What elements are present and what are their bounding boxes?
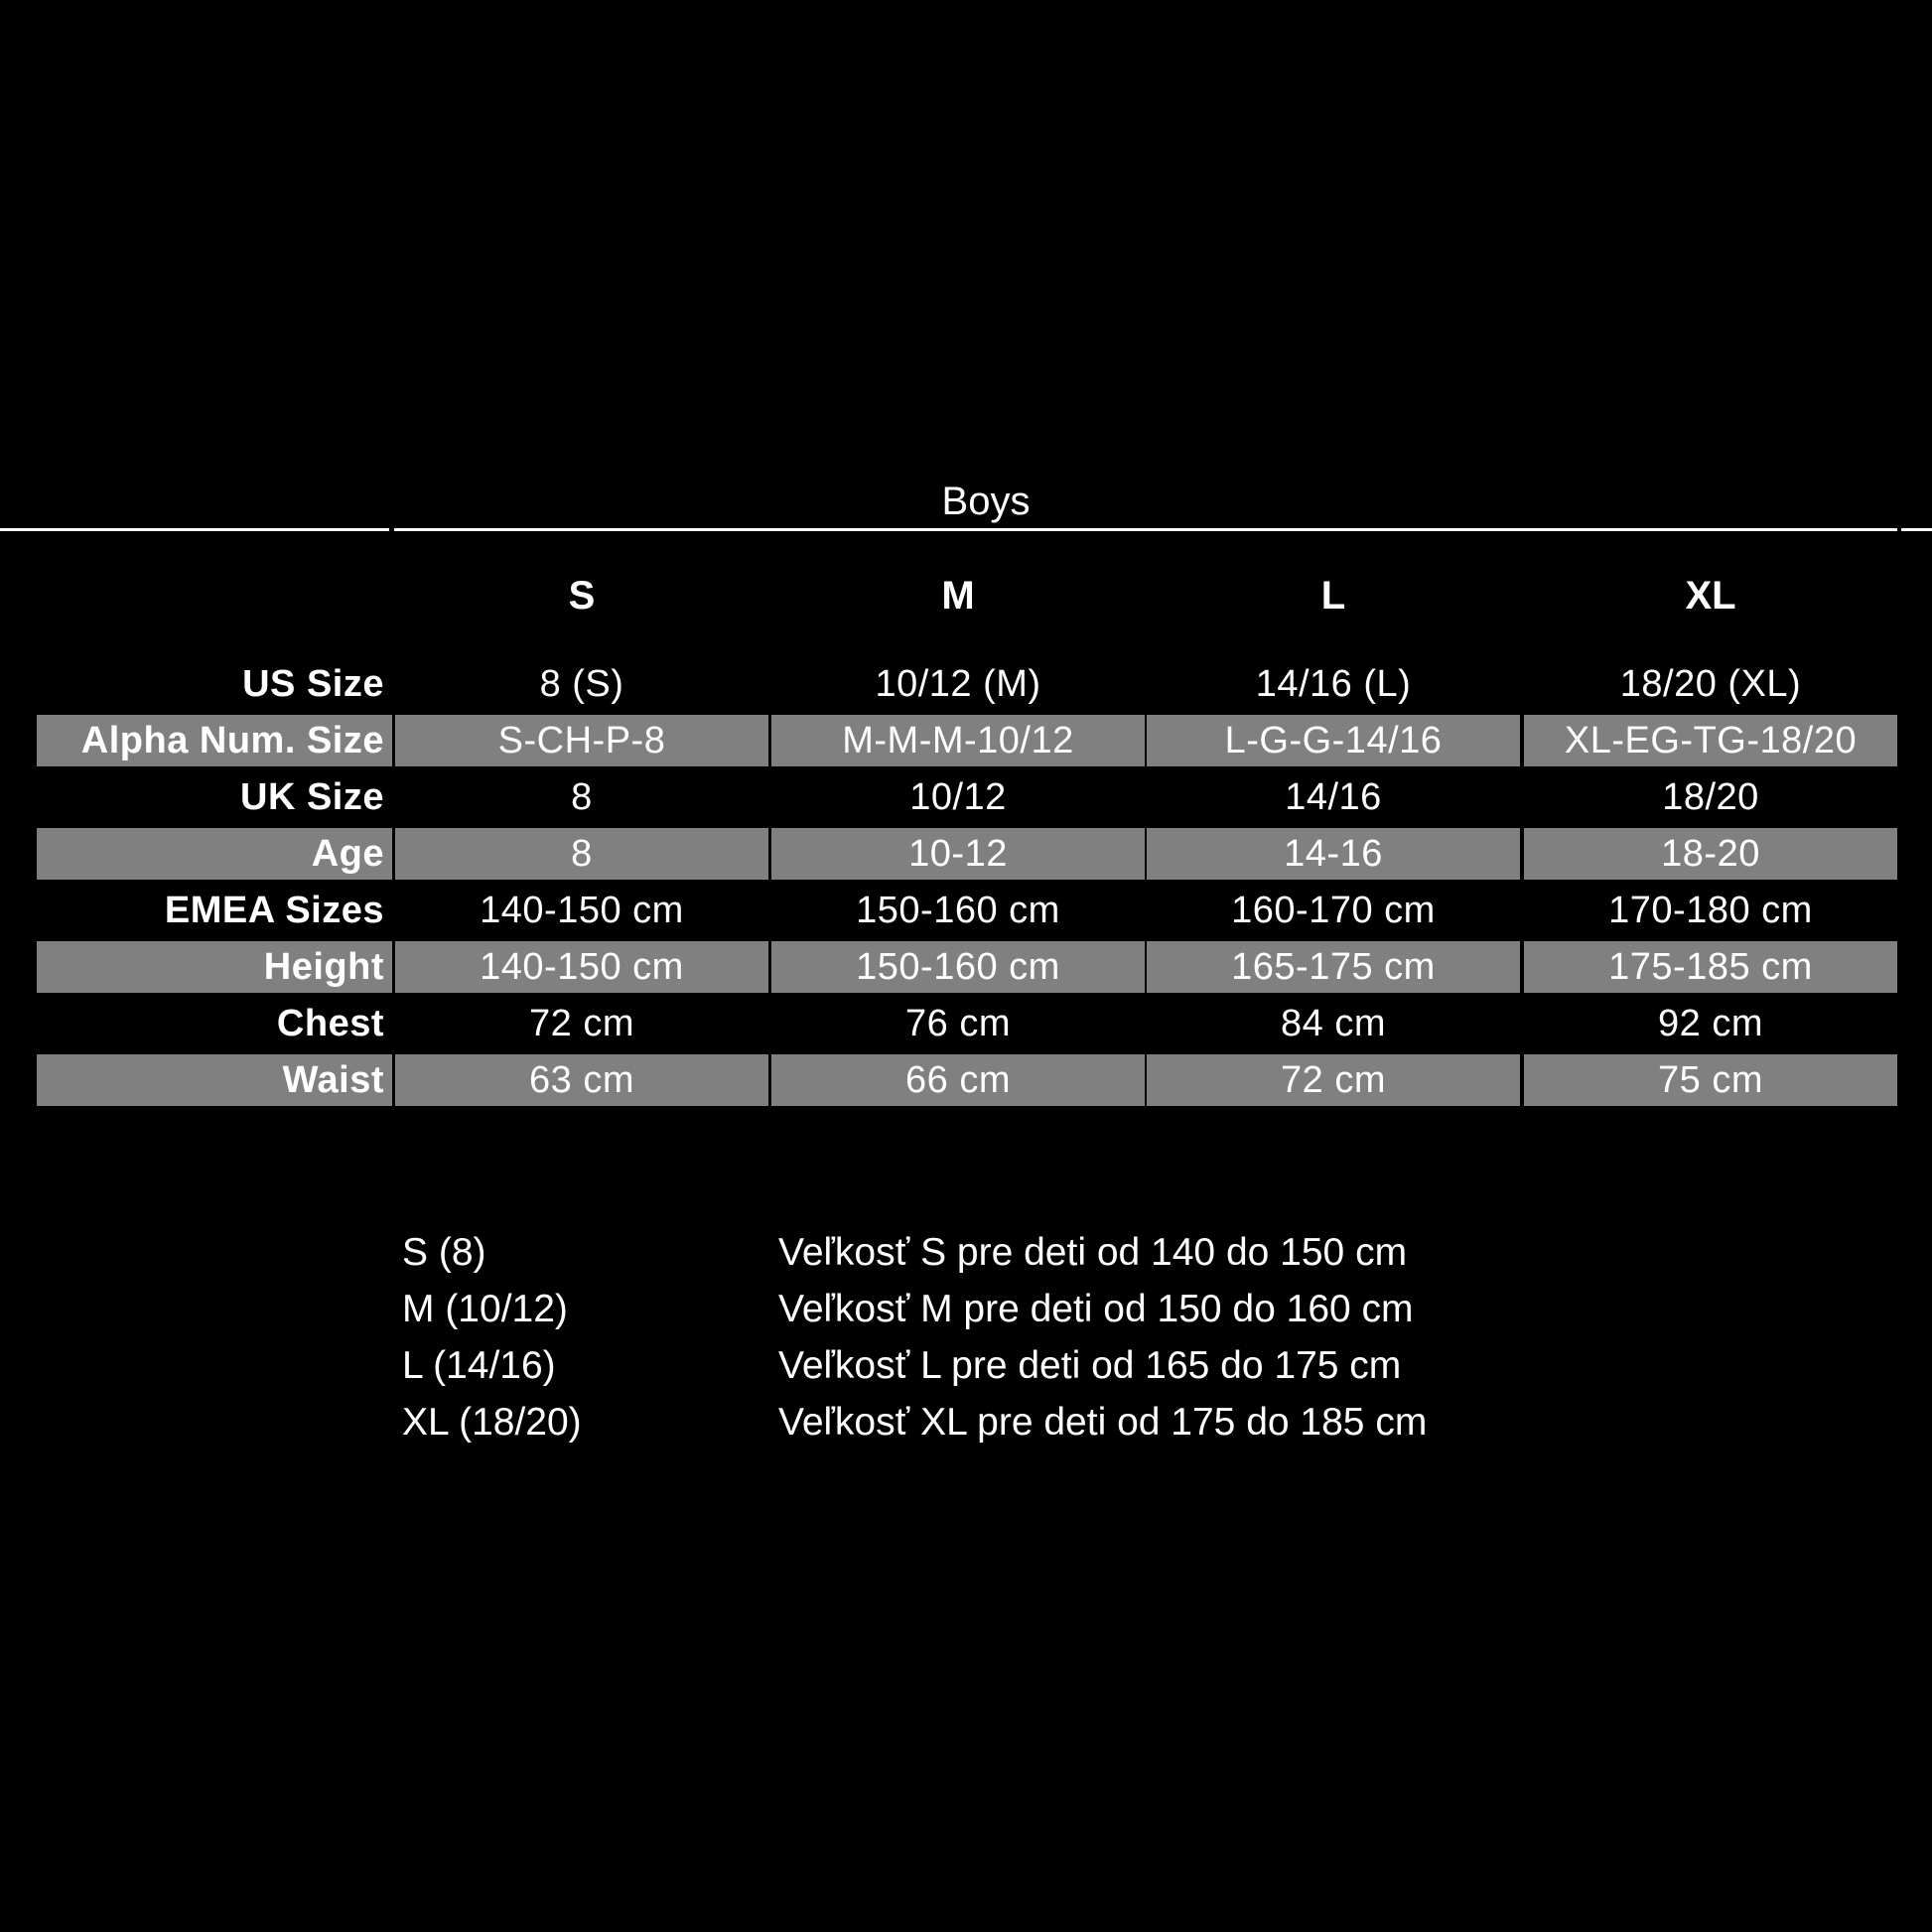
table-cell: 10/12 [909, 776, 1007, 818]
row-label: EMEA Sizes [164, 890, 384, 931]
table-cell: 18/20 [1662, 776, 1759, 818]
table-cell: 165-175 cm [1147, 941, 1520, 993]
row-label: Age [37, 828, 392, 880]
table-cell: 140-150 cm [480, 890, 684, 931]
legend-size: M (10/12) [402, 1288, 568, 1330]
chart-title: Boys [941, 480, 1031, 523]
table-cell: 8 [571, 776, 593, 818]
table-cell: 76 cm [905, 1003, 1011, 1044]
row-label: US Size [242, 663, 384, 705]
table-cell: 140-150 cm [395, 941, 768, 993]
legend-size: XL (18/20) [402, 1401, 582, 1444]
legend-description: Veľkosť S pre deti od 140 do 150 cm [778, 1231, 1408, 1274]
table-cell: 175-185 cm [1524, 941, 1897, 993]
table-cell: 84 cm [1281, 1003, 1386, 1044]
table-cell: XL-EG-TG-18/20 [1524, 715, 1897, 766]
divider-line [0, 528, 389, 531]
table-cell: 10-12 [771, 828, 1145, 880]
legend-description: Veľkosť XL pre deti od 175 do 185 cm [778, 1401, 1428, 1444]
legend-description: Veľkosť M pre deti od 150 do 160 cm [778, 1288, 1414, 1330]
row-label: Height [37, 941, 392, 993]
row-label: Alpha Num. Size [37, 715, 392, 766]
legend-description: Veľkosť L pre deti od 165 do 175 cm [778, 1344, 1402, 1387]
table-cell: 8 (S) [539, 663, 624, 705]
table-cell: 63 cm [395, 1054, 768, 1106]
table-cell: 14-16 [1147, 828, 1520, 880]
table-cell: 170-180 cm [1608, 890, 1813, 931]
table-cell: 160-170 cm [1231, 890, 1436, 931]
table-cell: 8 [395, 828, 768, 880]
table-cell: 10/12 (M) [875, 663, 1041, 705]
table-cell: S-CH-P-8 [395, 715, 768, 766]
divider-line [1901, 528, 1932, 531]
row-label: Waist [37, 1054, 392, 1106]
column-header: M [941, 574, 975, 618]
table-cell: 75 cm [1524, 1054, 1897, 1106]
table-cell: 14/16 (L) [1255, 663, 1412, 705]
table-cell: 72 cm [529, 1003, 634, 1044]
column-header: S [568, 574, 596, 618]
table-cell: 92 cm [1658, 1003, 1763, 1044]
table-cell: 150-160 cm [771, 941, 1145, 993]
divider-line [394, 528, 1897, 531]
table-cell: 18-20 [1524, 828, 1897, 880]
legend-size: S (8) [402, 1231, 486, 1274]
table-cell: 14/16 [1285, 776, 1382, 818]
legend-size: L (14/16) [402, 1344, 556, 1387]
table-cell: 18/20 (XL) [1619, 663, 1802, 705]
table-cell: 66 cm [771, 1054, 1145, 1106]
column-header: L [1320, 574, 1346, 618]
table-cell: 150-160 cm [856, 890, 1060, 931]
table-cell: L-G-G-14/16 [1147, 715, 1520, 766]
row-label: UK Size [240, 776, 384, 818]
row-label: Chest [276, 1003, 384, 1044]
column-header: XL [1685, 574, 1736, 618]
table-cell: M-M-M-10/12 [771, 715, 1145, 766]
table-cell: 72 cm [1147, 1054, 1520, 1106]
